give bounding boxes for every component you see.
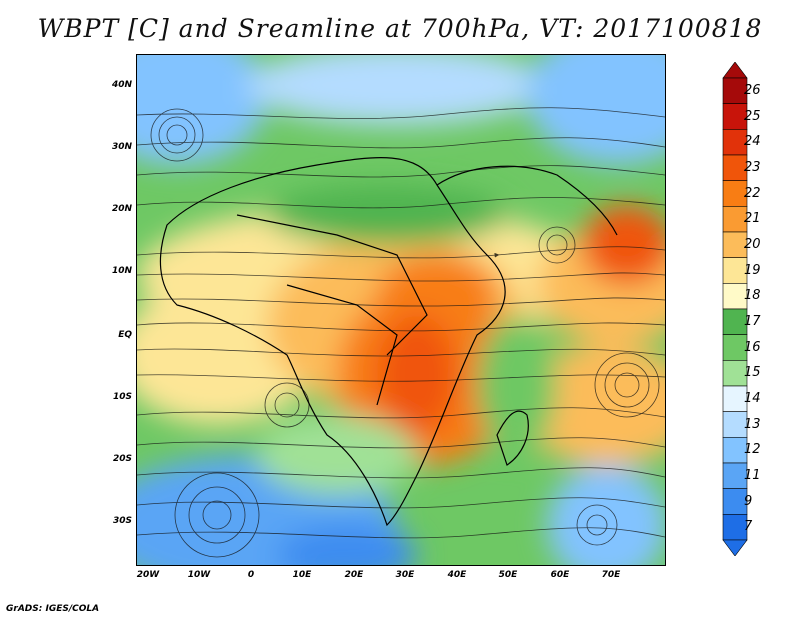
colorbar-swatch — [722, 129, 748, 156]
lat-label: 40N — [111, 80, 132, 90]
lon-label: 40E — [447, 570, 467, 580]
colorbar-label: 20 — [744, 236, 761, 252]
colorbar-label: 11 — [744, 467, 761, 483]
wbpt-field — [137, 55, 665, 565]
colorbar-label: 26 — [744, 82, 761, 98]
colorbar-swatch — [722, 231, 748, 258]
colorbar-swatch — [722, 385, 748, 412]
credit-text: GrADS: IGES/COLA — [6, 604, 100, 614]
colorbar-max-arrow — [722, 62, 748, 79]
colorbar-swatch — [722, 308, 748, 335]
colorbar-label: 12 — [744, 442, 761, 458]
colorbar-label: 14 — [744, 390, 761, 406]
lat-label: 20N — [111, 204, 132, 214]
colorbar-label: 16 — [744, 339, 761, 355]
map-panel — [136, 54, 666, 566]
lon-label: 50E — [498, 570, 518, 580]
colorbar-label: 23 — [744, 159, 761, 175]
colorbar-label: 24 — [744, 134, 761, 150]
colorbar-label: 7 — [744, 519, 753, 535]
lon-label: 70E — [601, 570, 621, 580]
colorbar-min-arrow — [722, 539, 748, 556]
lat-label: 10N — [111, 266, 132, 276]
colorbar-label: 15 — [744, 365, 761, 381]
lat-label: 10S — [112, 392, 132, 402]
lat-label: EQ — [118, 330, 132, 340]
streamlines — [137, 107, 665, 558]
colorbar-swatch — [722, 206, 748, 233]
lat-label: 30N — [111, 142, 132, 152]
lon-label: 60E — [550, 570, 570, 580]
chart-title: WBPT [C] and Sreamline at 700hPa, VT: 20… — [37, 14, 763, 43]
colorbar-label: 9 — [744, 493, 753, 509]
colorbar-label: 13 — [744, 416, 761, 432]
colorbar-swatch — [722, 411, 748, 438]
coastlines — [159, 157, 618, 527]
colorbar-label: 18 — [744, 288, 761, 304]
colorbar-swatch — [722, 154, 748, 181]
colorbar-swatch — [722, 180, 748, 207]
colorbar — [722, 62, 748, 556]
lat-label: 20S — [112, 454, 132, 464]
lon-label: 0 — [247, 570, 255, 580]
colorbar-label: 21 — [744, 211, 761, 227]
colorbar-label: 19 — [744, 262, 761, 278]
colorbar-label: 22 — [744, 185, 761, 201]
lon-label: 20W — [136, 570, 160, 580]
lon-label: 10E — [292, 570, 312, 580]
colorbar-label: 17 — [744, 313, 761, 329]
lat-label: 30S — [112, 516, 132, 526]
colorbar-swatch — [722, 360, 748, 387]
colorbar-swatch — [722, 334, 748, 361]
lon-label: 30E — [395, 570, 415, 580]
colorbar-swatch — [722, 283, 748, 310]
colorbar-label: 25 — [744, 108, 761, 124]
lon-label: 20E — [344, 570, 364, 580]
colorbar-swatch — [722, 437, 748, 464]
lon-label: 10W — [187, 570, 211, 580]
